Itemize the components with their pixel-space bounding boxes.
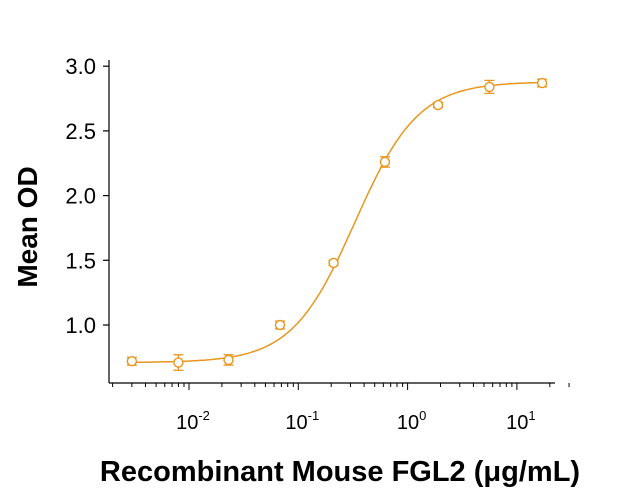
y-tick-label: 1.0: [65, 313, 96, 338]
y-ticks: 1.0 1.5 2.0 2.5 3.0: [65, 54, 109, 338]
y-tick-label: 2.0: [65, 184, 96, 209]
data-points: [126, 77, 548, 371]
data-point: [223, 354, 234, 366]
x-tick-label: 101: [506, 408, 535, 434]
point-marker: [379, 156, 391, 168]
x-tick-label: 100: [397, 408, 426, 434]
data-point: [379, 156, 391, 168]
point-marker: [536, 77, 548, 89]
data-point: [432, 99, 444, 111]
point-marker: [432, 99, 444, 111]
point-marker: [328, 257, 339, 269]
point-marker: [223, 354, 234, 366]
data-point: [173, 354, 184, 371]
point-marker: [274, 319, 286, 331]
fit-curve: [131, 81, 543, 364]
x-tick-label: 10-1: [285, 408, 319, 434]
y-axis-label: Mean OD: [12, 166, 43, 287]
data-point: [536, 77, 548, 89]
x-tick-label: 10-2: [176, 408, 210, 434]
point-marker: [484, 81, 495, 93]
point-marker: [173, 357, 184, 368]
y-tick-label: 1.5: [65, 248, 96, 273]
y-tick-label: 3.0: [65, 54, 96, 79]
data-point: [328, 257, 339, 269]
data-point: [484, 79, 495, 95]
point-marker: [126, 356, 138, 367]
data-point: [126, 356, 138, 367]
x-ticks: 10-2 10-1 100 101: [112, 383, 570, 434]
axes: [108, 60, 555, 384]
data-point: [274, 319, 286, 331]
x-axis-label: Recombinant Mouse FGL2 (μg/mL): [100, 456, 580, 488]
y-tick-label: 2.5: [65, 119, 96, 144]
